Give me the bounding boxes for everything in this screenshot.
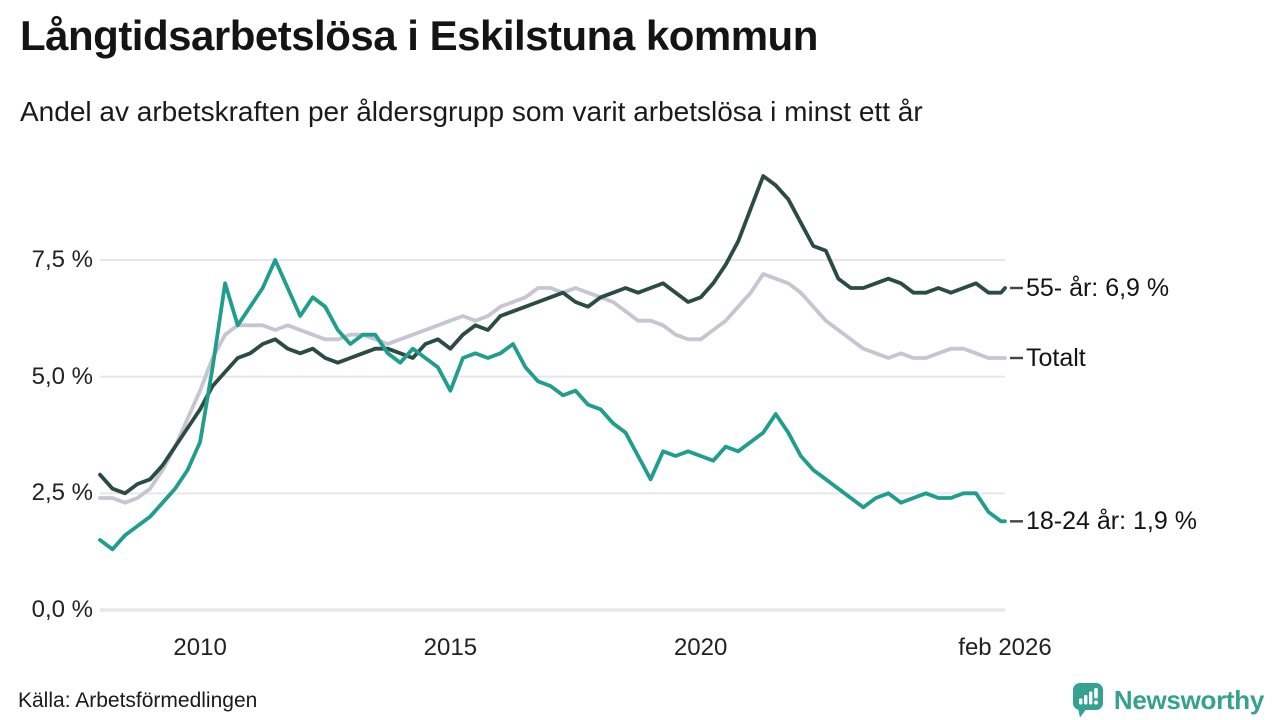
page-subtitle: Andel av arbetskraften per åldersgrupp s…	[20, 96, 923, 127]
brand-lockup: Newsworthy	[1072, 682, 1264, 718]
page-title: Långtidsarbetslösa i Eskilstuna kommun	[20, 12, 818, 59]
series-end-label: 55- år: 6,9 %	[1026, 274, 1170, 302]
x-tick-label: feb 2026	[958, 634, 1052, 661]
series-line-55-r	[98, 174, 1007, 496]
y-tick-label: 7,5 %	[31, 246, 93, 273]
brand-name: Newsworthy	[1113, 684, 1264, 715]
y-tick-label: 0,0 %	[31, 596, 93, 623]
series-end-label: Totalt	[1026, 344, 1086, 372]
series-end-label: 18-24 år: 1,9 %	[1026, 507, 1197, 536]
series-line-18-24-r	[98, 258, 1007, 552]
series-line-totalt	[98, 272, 1007, 505]
source-note: Källa: Arbetsförmedlingen	[18, 689, 258, 712]
x-tick-label: 2010	[173, 634, 227, 661]
y-tick-label: 2,5 %	[31, 479, 93, 507]
newsworthy-logo-icon	[1072, 683, 1103, 718]
y-tick-label: 5,0 %	[31, 362, 93, 390]
x-tick-label: 2020	[673, 634, 728, 661]
x-tick-label: 2015	[423, 634, 478, 661]
